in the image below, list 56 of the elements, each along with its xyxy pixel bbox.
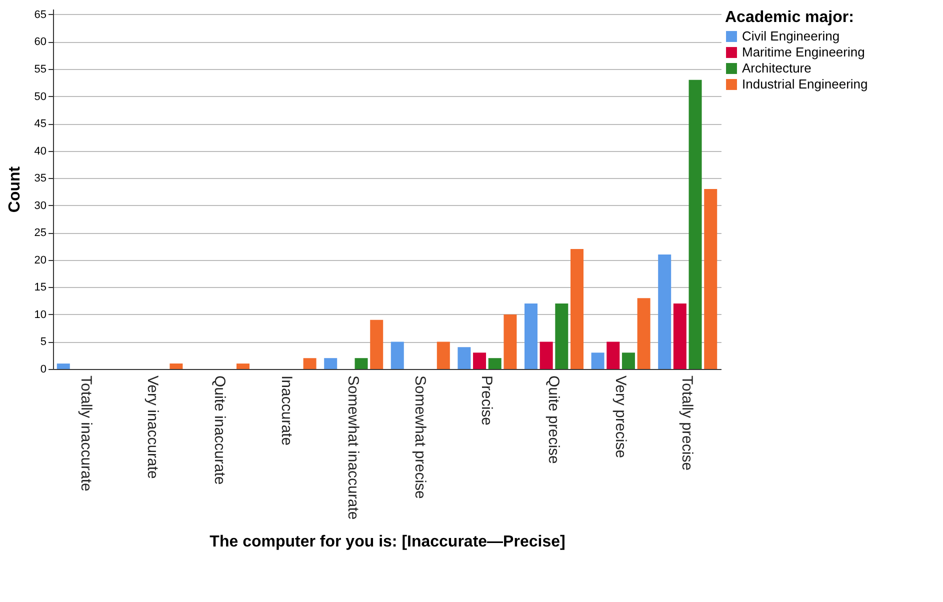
legend-title: Academic major: [725,9,854,26]
y-tick-label: 50 [34,90,46,103]
y-tick-label: 15 [34,282,46,294]
bar [473,352,486,369]
x-tick-label: Quite precise [545,376,562,464]
y-tick-label: 40 [34,145,46,158]
bar [56,364,70,369]
x-tick-label: Somewhat inaccurate [344,376,362,520]
x-tick-label: Inaccurate [278,376,295,446]
x-tick-label: Totally precise [678,376,696,471]
bar [390,342,404,369]
legend-label: Maritime Engineering [742,44,865,60]
bar [236,364,250,369]
bar [673,304,686,369]
bar [303,358,316,369]
legend-label: Civil Engineering [742,28,840,44]
y-tick-label: 0 [40,364,46,376]
legend-label: Architecture [742,60,812,76]
x-tick-label: Precise [478,376,496,426]
bar [524,304,538,369]
y-tick-label: 5 [40,336,46,348]
y-tick-label: 60 [34,36,46,48]
bar [606,342,620,369]
bar [704,189,718,369]
x-tick-label: Very inaccurate [144,376,162,479]
y-tick-label: 55 [34,64,46,76]
bar [540,342,553,369]
bar [570,249,584,369]
x-tick-label: Somewhat precise [411,376,428,499]
bar [436,342,450,369]
bar [370,320,384,369]
y-tick-label: 25 [34,227,46,240]
bar [488,358,502,369]
x-axis-title: The computer for you is: [Inaccurate—Precise] [210,534,566,551]
legend-label: Industrial Engineering [742,76,868,92]
y-tick-label: 65 [34,8,46,21]
bar [622,352,635,369]
x-tick-label: Totally inaccurate [77,376,94,492]
bar [637,298,650,369]
y-tick-label: 10 [34,308,46,321]
y-tick-label: 20 [34,254,46,266]
bar [354,358,368,369]
bar [688,80,702,369]
x-tick-label: Quite inaccurate [211,376,228,485]
x-tick-label: Very precise [612,376,629,458]
y-tick-label: 45 [34,118,46,130]
bar [504,314,517,369]
bar [555,304,568,369]
bar [170,364,183,369]
bar [324,358,338,369]
bar [458,347,471,369]
y-axis-title: Count [6,166,24,213]
bar [658,254,672,369]
y-tick-label: 35 [34,172,46,185]
bar [591,352,604,369]
y-tick-label: 30 [34,200,46,212]
